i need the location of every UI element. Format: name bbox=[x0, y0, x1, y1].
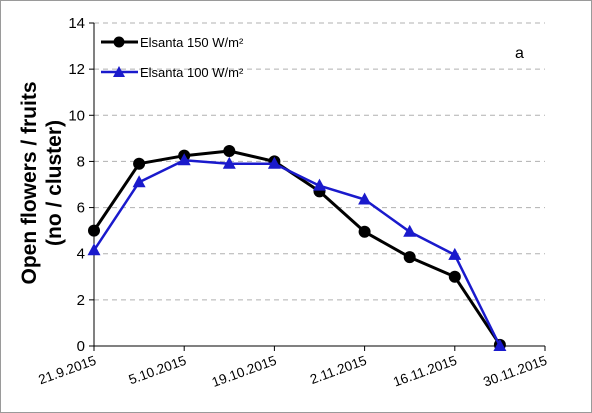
data-point bbox=[358, 225, 371, 238]
legend-marker-series-2 bbox=[113, 66, 125, 77]
series-line bbox=[92, 149, 502, 346]
series-line bbox=[92, 159, 502, 347]
y-tick-label: 12 bbox=[68, 61, 85, 78]
data-point bbox=[88, 224, 100, 237]
y-axis-label-line-2: (no / cluster) bbox=[43, 120, 66, 246]
data-point bbox=[403, 224, 417, 237]
y-tick-label: 8 bbox=[77, 153, 85, 170]
data-point bbox=[133, 157, 146, 170]
series-2 bbox=[87, 153, 507, 351]
data-point bbox=[448, 270, 461, 283]
data-point bbox=[448, 247, 462, 260]
x-tick-label: 19.10.2015 bbox=[210, 353, 279, 390]
grid bbox=[94, 22, 545, 301]
x-tick-label: 2.11.2015 bbox=[308, 353, 369, 387]
y-tick-label: 0 bbox=[77, 338, 85, 355]
legend: Elsanta 150 W/m² Elsanta 100 W/m² bbox=[101, 35, 244, 80]
legend-label-series-1: Elsanta 150 W/m² bbox=[140, 35, 244, 50]
data-point bbox=[223, 145, 236, 158]
axes bbox=[89, 22, 546, 351]
y-axis-label-line-1: Open flowers / fruits bbox=[18, 81, 41, 284]
y-tick-label: 14 bbox=[68, 15, 85, 32]
legend-label-series-2: Elsanta 100 W/m² bbox=[140, 65, 244, 80]
y-tick-label: 6 bbox=[77, 200, 85, 217]
x-tick-label: 21.9.2015 bbox=[36, 353, 98, 388]
x-tick-labels: 21.9.2015 5.10.2015 19.10.2015 2.11.2015 16.… bbox=[36, 353, 549, 390]
data-point bbox=[177, 153, 191, 166]
data-point bbox=[132, 175, 146, 188]
data-point bbox=[222, 156, 236, 169]
panel-label: a bbox=[515, 45, 524, 62]
y-tick-label: 4 bbox=[77, 246, 85, 263]
x-tick-label: 5.10.2015 bbox=[127, 353, 189, 388]
data-point bbox=[87, 243, 101, 256]
data-point bbox=[493, 339, 507, 351]
data-point bbox=[358, 192, 372, 205]
y-tick-label: 10 bbox=[68, 107, 85, 124]
y-tick-labels: 0 2 4 6 8 10 12 14 bbox=[68, 15, 85, 355]
data-point bbox=[313, 178, 326, 191]
data-point bbox=[403, 251, 416, 264]
series bbox=[87, 145, 507, 351]
legend-marker-series-1 bbox=[113, 36, 125, 48]
y-tick-label: 2 bbox=[77, 292, 85, 309]
data-point bbox=[267, 156, 281, 169]
x-tick-label: 16.11.2015 bbox=[391, 353, 459, 390]
x-tick-label: 30.11.2015 bbox=[481, 353, 549, 390]
